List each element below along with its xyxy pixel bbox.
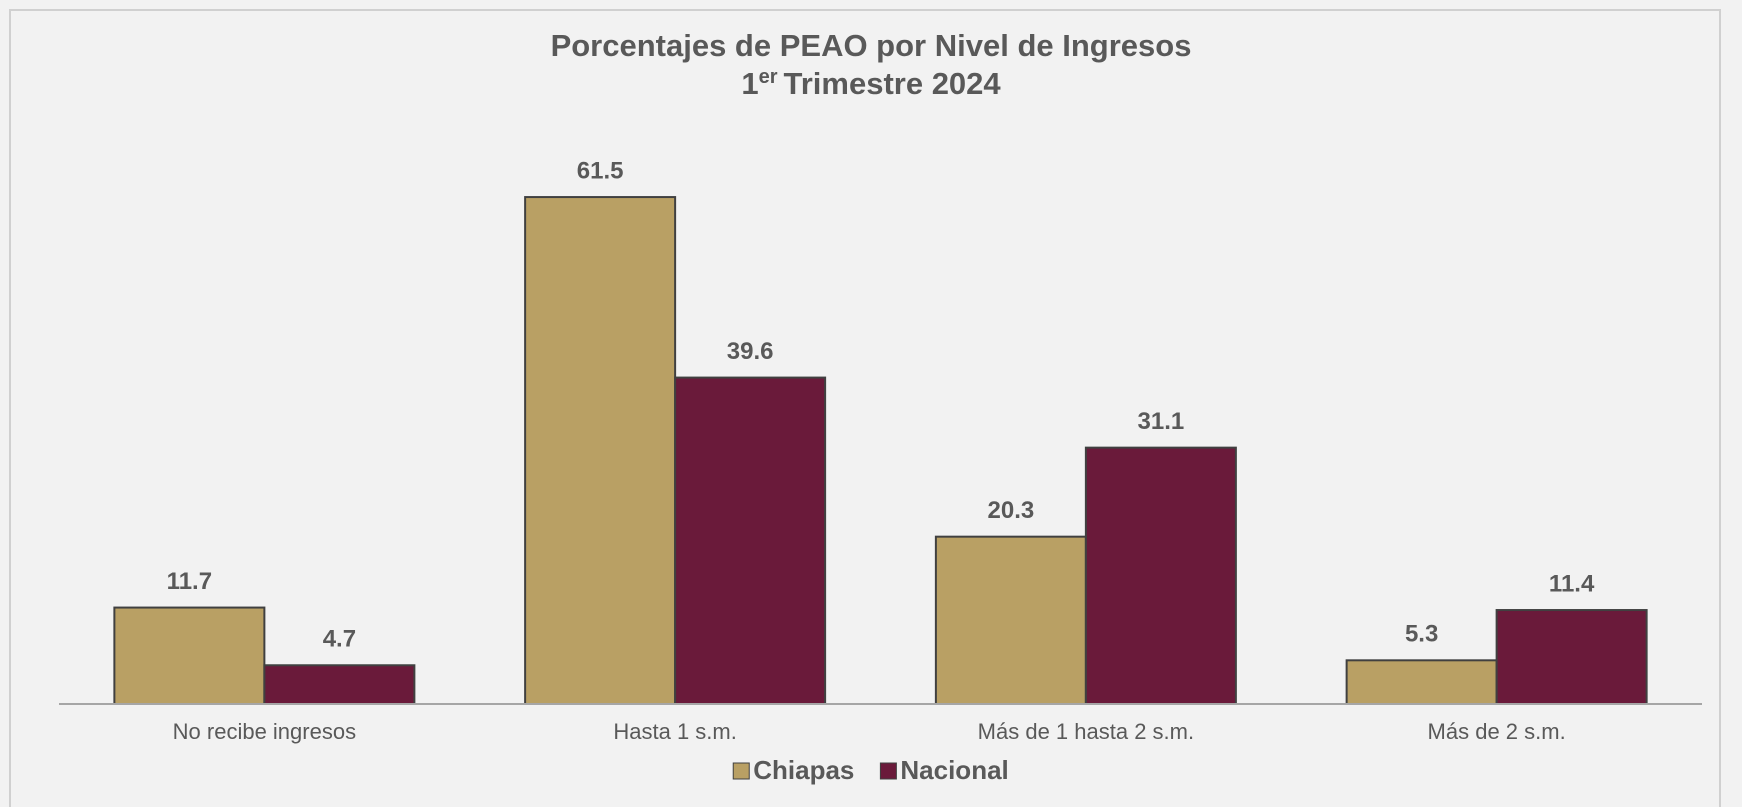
legend-swatch <box>732 762 750 780</box>
bar <box>934 535 1087 705</box>
chart-subtitle: 1er Trimestre 2024 <box>741 66 1001 101</box>
value-label: 61.5 <box>577 157 624 184</box>
value-label: 31.1 <box>1138 408 1185 435</box>
chart-title: Porcentajes de PEAO por Nivel de Ingreso… <box>551 28 1192 63</box>
bar <box>1345 659 1498 706</box>
bar <box>263 664 416 705</box>
value-label: 20.3 <box>988 497 1035 524</box>
legend-label: Chiapas <box>753 755 854 785</box>
subtitle-suffix: er <box>759 66 778 88</box>
x-tick-label: Más de 1 hasta 2 s.m. <box>978 719 1194 744</box>
x-tick-label: Más de 2 s.m. <box>1428 719 1566 744</box>
bar <box>674 376 827 705</box>
value-label: 39.6 <box>727 338 774 365</box>
legend-label: Nacional <box>900 755 1008 785</box>
bar <box>1495 609 1648 706</box>
value-label: 5.3 <box>1405 621 1438 648</box>
frame <box>9 9 1721 807</box>
x-tick-label: Hasta 1 s.m. <box>613 719 736 744</box>
bar <box>113 606 266 706</box>
value-label: 11.4 <box>1549 570 1595 597</box>
bar <box>1084 446 1237 705</box>
subtitle-rest: Trimestre 2024 <box>784 66 1002 101</box>
value-label: 4.7 <box>323 626 356 653</box>
x-tick-label: No recibe ingresos <box>173 719 356 744</box>
bar <box>524 196 677 705</box>
subtitle-number: 1 <box>741 66 758 101</box>
legend-swatch <box>879 762 897 780</box>
value-label: 11.7 <box>167 568 212 595</box>
